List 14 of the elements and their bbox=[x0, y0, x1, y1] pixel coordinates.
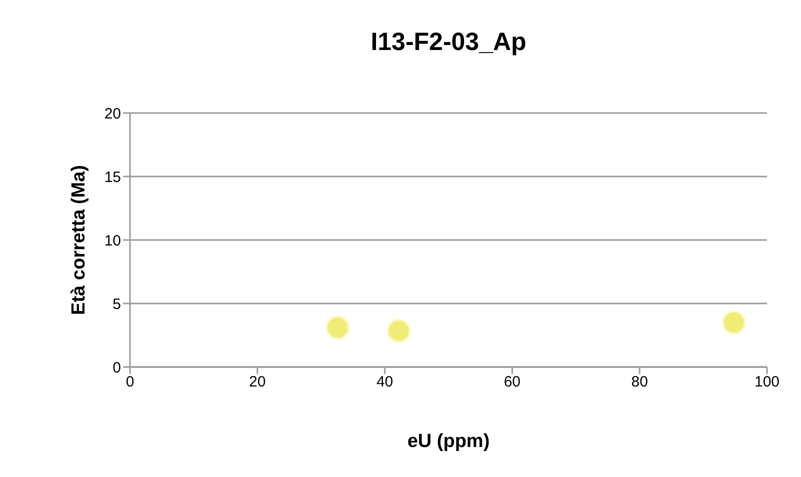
x-tick-label: 20 bbox=[249, 374, 266, 391]
x-tick-label: 100 bbox=[754, 374, 780, 391]
y-tick-label: 20 bbox=[104, 105, 121, 122]
y-tick-label: 0 bbox=[112, 359, 121, 376]
y-axis-title: Età corretta (Ma) bbox=[68, 165, 90, 315]
y-tick-label: 15 bbox=[104, 168, 121, 186]
x-tick-label: 60 bbox=[504, 374, 521, 391]
x-tick-label: 80 bbox=[631, 374, 648, 391]
chart-title: I13-F2-03_Ap bbox=[370, 28, 528, 57]
y-tick-label: 10 bbox=[104, 232, 121, 250]
x-tick-label: 0 bbox=[126, 374, 134, 391]
y-tick-label: 5 bbox=[112, 296, 121, 313]
x-tick-label: 40 bbox=[376, 374, 394, 391]
x-axis-title: eU (ppm) bbox=[407, 431, 490, 452]
